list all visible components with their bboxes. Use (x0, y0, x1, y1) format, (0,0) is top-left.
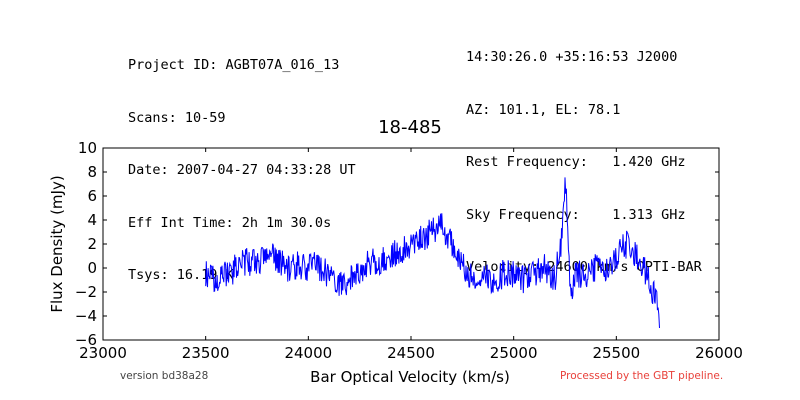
x-tick-label: 25500 (592, 344, 640, 362)
y-tick-label: 10 (78, 139, 97, 157)
rest-frequency-text: Rest Frequency: 1.420 GHz (466, 154, 686, 170)
y-tick-label: 6 (87, 187, 97, 205)
plot-frame (102, 147, 720, 341)
observation-info-left: Project ID: AGBT07A_016_13 Scans: 10-59 … (128, 22, 356, 302)
y-tick-label: 2 (87, 235, 97, 253)
x-tick-label: 23000 (79, 344, 127, 362)
y-tick-label: −2 (75, 283, 97, 301)
x-tick-label: 25000 (490, 344, 538, 362)
y-tick-label: −4 (75, 307, 97, 325)
y-tick-label: 8 (87, 163, 97, 181)
y-tick-label: 4 (87, 211, 97, 229)
version-text: version bd38a28 (120, 370, 209, 382)
coordinates-text: 14:30:26.0 +35:16:53 J2000 (466, 49, 678, 65)
spectrum-line (205, 177, 660, 329)
pipeline-credit-text: Processed by the GBT pipeline. (560, 370, 724, 382)
x-axis-label: Bar Optical Velocity (km/s) (310, 368, 510, 386)
chart-title: 18-485 (378, 117, 442, 138)
x-tick-label: 24000 (284, 344, 332, 362)
date-text: Date: 2007-04-27 04:33:28 UT (128, 162, 356, 178)
az-el-text: AZ: 101.1, EL: 78.1 (466, 101, 621, 118)
y-axis-label: Flux Density (mJy) (48, 175, 66, 312)
x-tick-label: 24500 (387, 344, 435, 362)
scans-text: Scans: 10-59 (128, 109, 226, 126)
observation-info-right: 14:30:26.0 +35:16:53 J2000 AZ: 101.1, EL… (466, 14, 702, 294)
x-tick-label: 23500 (182, 344, 230, 362)
integration-time-text: Eff Int Time: 2h 1m 30.0s (128, 214, 332, 231)
y-tick-label: −6 (75, 331, 97, 349)
x-tick-label: 26000 (695, 344, 743, 362)
y-tick-label: 0 (87, 259, 97, 277)
project-id-text: Project ID: AGBT07A_016_13 (128, 57, 340, 73)
sky-frequency-text: Sky Frequency: 1.313 GHz (466, 206, 686, 223)
